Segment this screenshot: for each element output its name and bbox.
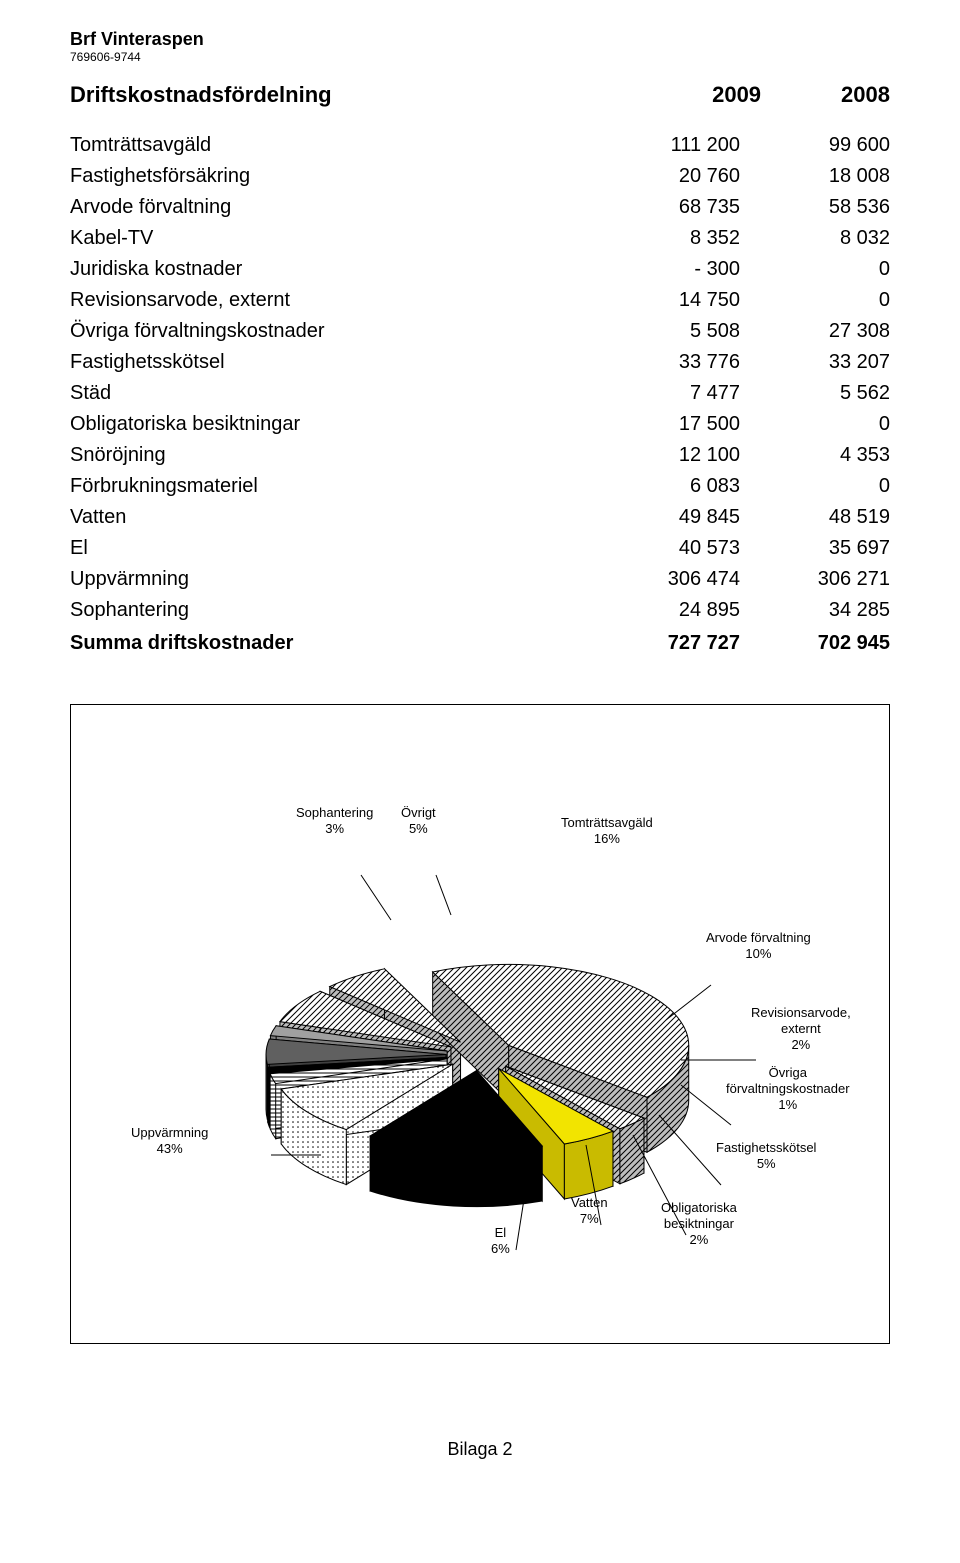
- pie-label: Tomträttsavgäld 16%: [561, 815, 653, 848]
- table-row: Övriga förvaltningskostnader5 50827 308: [70, 316, 890, 347]
- pie-label: Vatten 7%: [571, 1195, 608, 1228]
- page-footer: Bilaga 2: [70, 1439, 890, 1460]
- row-label: Vatten: [70, 502, 590, 533]
- sum-2009: 727 727: [590, 628, 740, 659]
- row-val-2008: 35 697: [740, 533, 890, 564]
- row-val-2009: 33 776: [590, 347, 740, 378]
- table-row: Städ7 4775 562: [70, 378, 890, 409]
- year-2009: 2009: [712, 82, 761, 108]
- title-row: Driftskostnadsfördelning 2009 2008: [70, 82, 890, 108]
- table-row: El40 57335 697: [70, 533, 890, 564]
- org-id: 769606-9744: [70, 50, 890, 64]
- row-val-2009: 12 100: [590, 440, 740, 471]
- row-val-2009: 68 735: [590, 192, 740, 223]
- row-label: Uppvärmning: [70, 564, 590, 595]
- row-val-2009: 5 508: [590, 316, 740, 347]
- table-row: Snöröjning12 1004 353: [70, 440, 890, 471]
- table-row: Fastighetsförsäkring20 76018 008: [70, 161, 890, 192]
- row-val-2009: 20 760: [590, 161, 740, 192]
- pie-label: Övriga förvaltningskostnader 1%: [726, 1065, 850, 1114]
- table-sum-row: Summa driftskostnader727 727702 945: [70, 628, 890, 659]
- row-val-2009: 8 352: [590, 223, 740, 254]
- table-row: Vatten49 84548 519: [70, 502, 890, 533]
- table-row: Fastighetsskötsel33 77633 207: [70, 347, 890, 378]
- row-val-2008: 58 536: [740, 192, 890, 223]
- row-label: Fastighetsskötsel: [70, 347, 590, 378]
- table-row: Revisionsarvode, externt14 7500: [70, 285, 890, 316]
- pie-label: Sophantering 3%: [296, 805, 373, 838]
- pie-label: El 6%: [491, 1225, 510, 1258]
- row-val-2009: 49 845: [590, 502, 740, 533]
- row-val-2008: 0: [740, 285, 890, 316]
- page-title: Driftskostnadsfördelning: [70, 82, 332, 108]
- table-row: Förbrukningsmateriel6 0830: [70, 471, 890, 502]
- sum-2008: 702 945: [740, 628, 890, 659]
- row-label: Tomträttsavgäld: [70, 130, 590, 161]
- row-val-2008: 99 600: [740, 130, 890, 161]
- row-label: Förbrukningsmateriel: [70, 471, 590, 502]
- row-label: Övriga förvaltningskostnader: [70, 316, 590, 347]
- row-val-2008: 0: [740, 471, 890, 502]
- row-val-2009: 17 500: [590, 409, 740, 440]
- pie-chart-container: Uppvärmning 43% Sophantering 3% Övrigt 5% T…: [70, 704, 890, 1344]
- pie-label: Obligatoriska besiktningar 2%: [661, 1200, 737, 1249]
- cost-table: Tomträttsavgäld111 20099 600Fastighetsfö…: [70, 130, 890, 659]
- row-val-2009: 7 477: [590, 378, 740, 409]
- row-val-2008: 0: [740, 254, 890, 285]
- row-label: El: [70, 533, 590, 564]
- row-label: Juridiska kostnader: [70, 254, 590, 285]
- page: Brf Vinteraspen 769606-9744 Driftskostna…: [0, 0, 960, 1500]
- org-block: Brf Vinteraspen 769606-9744: [70, 30, 890, 64]
- row-val-2009: 14 750: [590, 285, 740, 316]
- pie-label: Fastighetsskötsel 5%: [716, 1140, 816, 1173]
- row-val-2008: 0: [740, 409, 890, 440]
- row-val-2008: 34 285: [740, 595, 890, 626]
- row-val-2008: 8 032: [740, 223, 890, 254]
- row-label: Sophantering: [70, 595, 590, 626]
- row-label: Arvode förvaltning: [70, 192, 590, 223]
- table-row: Uppvärmning306 474306 271: [70, 564, 890, 595]
- row-label: Revisionsarvode, externt: [70, 285, 590, 316]
- table-row: Obligatoriska besiktningar17 5000: [70, 409, 890, 440]
- row-label: Fastighetsförsäkring: [70, 161, 590, 192]
- year-2008: 2008: [841, 82, 890, 108]
- table-row: Juridiska kostnader- 3000: [70, 254, 890, 285]
- row-val-2008: 5 562: [740, 378, 890, 409]
- row-val-2009: - 300: [590, 254, 740, 285]
- table-row: Tomträttsavgäld111 20099 600: [70, 130, 890, 161]
- table-row: Arvode förvaltning68 73558 536: [70, 192, 890, 223]
- row-val-2008: 33 207: [740, 347, 890, 378]
- row-label: Kabel-TV: [70, 223, 590, 254]
- row-val-2009: 40 573: [590, 533, 740, 564]
- pie-label: Revisionsarvode, externt 2%: [751, 1005, 851, 1054]
- pie-label: Arvode förvaltning 10%: [706, 930, 811, 963]
- row-val-2008: 48 519: [740, 502, 890, 533]
- row-val-2008: 18 008: [740, 161, 890, 192]
- row-val-2009: 24 895: [590, 595, 740, 626]
- table-row: Sophantering24 89534 285: [70, 595, 890, 626]
- row-val-2008: 27 308: [740, 316, 890, 347]
- row-label: Städ: [70, 378, 590, 409]
- row-val-2009: 6 083: [590, 471, 740, 502]
- row-label: Obligatoriska besiktningar: [70, 409, 590, 440]
- table-row: Kabel-TV8 3528 032: [70, 223, 890, 254]
- org-name: Brf Vinteraspen: [70, 30, 890, 50]
- row-val-2009: 306 474: [590, 564, 740, 595]
- pie-label: Övrigt 5%: [401, 805, 436, 838]
- row-val-2009: 111 200: [590, 130, 740, 161]
- row-label: Snöröjning: [70, 440, 590, 471]
- sum-label: Summa driftskostnader: [70, 628, 590, 659]
- row-val-2008: 4 353: [740, 440, 890, 471]
- row-val-2008: 306 271: [740, 564, 890, 595]
- pie-label: Uppvärmning 43%: [131, 1125, 208, 1158]
